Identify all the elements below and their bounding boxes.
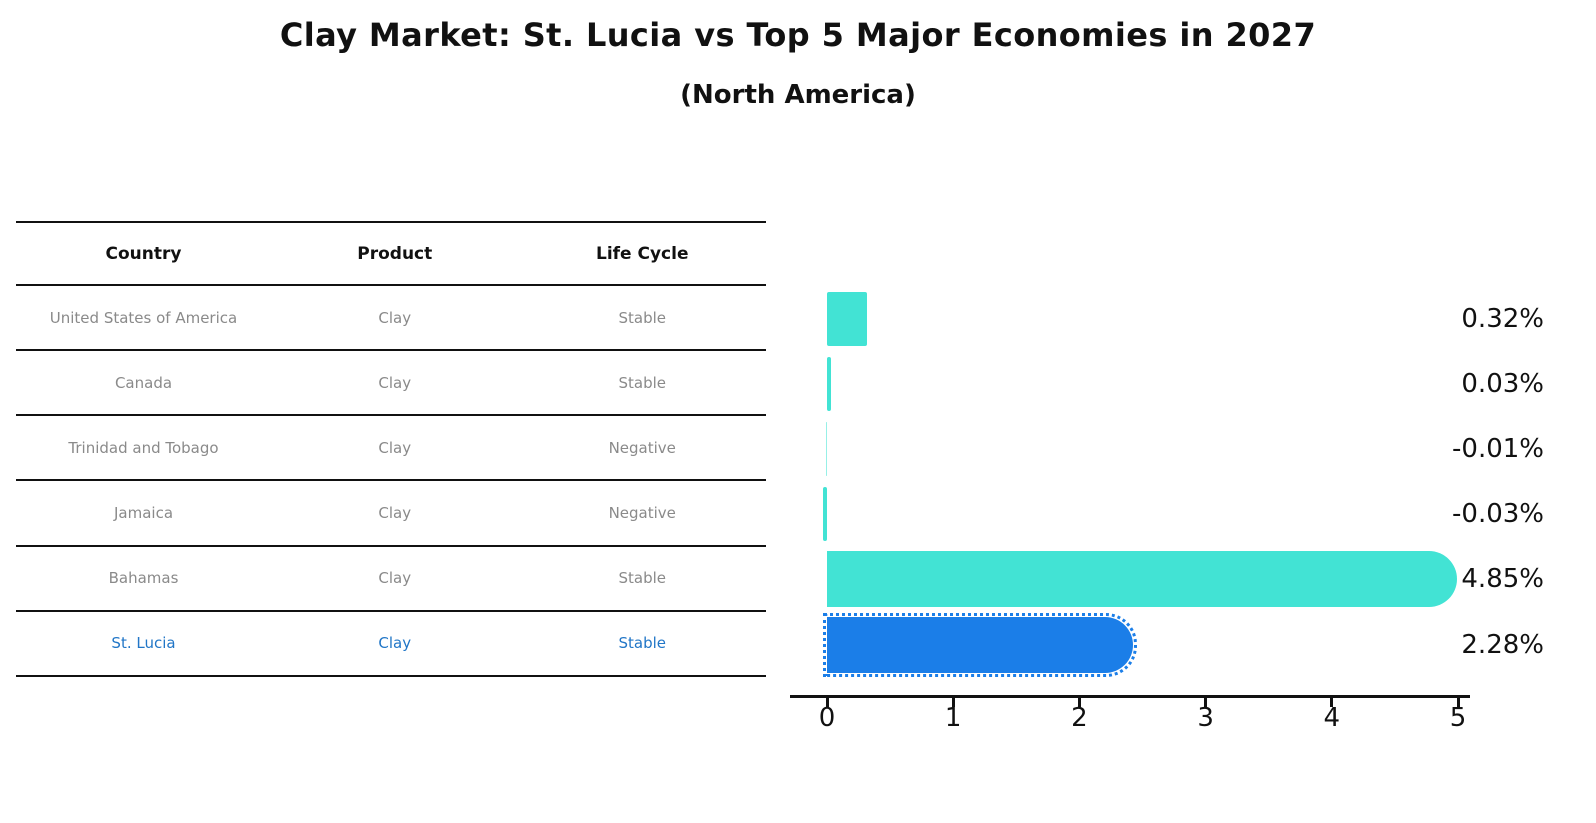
table-cell-country: St. Lucia [111, 634, 176, 653]
table-cell-life-cycle: Stable [618, 569, 666, 588]
table-cell-product: Clay [378, 504, 412, 523]
table-cell-life-cycle: Negative [608, 504, 676, 523]
x-tick-label: 1 [944, 703, 962, 733]
table-row: United States of America Clay Stable [16, 286, 766, 352]
x-tick-label: 2 [1071, 703, 1088, 733]
table-cell-country: Bahamas [108, 569, 179, 588]
table-cell-product: Clay [378, 569, 412, 588]
table-row: Jamaica Clay Negative [16, 481, 766, 547]
bar-st-lucia [823, 612, 1137, 677]
x-tick [951, 698, 955, 707]
table-cell-product: Clay [378, 438, 412, 457]
country-table: Country Product Life Cycle United States… [16, 221, 766, 677]
bar-jamaica [823, 487, 827, 542]
x-tick-label: 5 [1449, 703, 1467, 733]
table-header-product: Product [357, 243, 433, 264]
bar-canada [827, 356, 831, 411]
table-header-life-cycle: Life Cycle [596, 243, 689, 264]
bar-value-label: 0.03% [1461, 368, 1544, 399]
chart-subtitle: (North America) [680, 80, 916, 110]
bar-value-label: -0.01% [1452, 434, 1544, 464]
table-cell-product: Clay [378, 308, 412, 327]
bar-value-label: 4.85% [1461, 564, 1544, 595]
table-row: Bahamas Clay Stable [16, 547, 766, 612]
x-tick-label: 3 [1197, 703, 1214, 733]
bar-value-label: 2.28% [1461, 629, 1544, 660]
table-body: United States of America Clay Stable Canada… [16, 286, 766, 677]
chart-title: Clay Market: St. Lucia vs Top 5 Major Ec… [279, 16, 1317, 54]
table-cell-country: United States of America [49, 308, 238, 327]
x-tick-label: 4 [1323, 703, 1341, 733]
x-axis [790, 695, 1470, 698]
bar-trinidad-and-tobago [825, 422, 827, 476]
table-cell-product: Clay [378, 634, 412, 653]
table-row: St. Lucia Clay Stable [16, 612, 766, 677]
table-cell-country: Trinidad and Tobago [68, 438, 219, 457]
table-row: Trinidad and Tobago Clay Negative [16, 416, 766, 482]
table-cell-product: Clay [378, 373, 412, 392]
table-header-country: Country [105, 243, 182, 264]
x-tick [1077, 698, 1081, 707]
table-cell-country: Jamaica [113, 504, 174, 523]
table-row: Canada Clay Stable [16, 351, 766, 417]
bar-bahamas [827, 551, 1458, 608]
table-header-row: Country Product Life Cycle [16, 221, 766, 286]
table-cell-life-cycle: Stable [618, 373, 666, 392]
bar-united-states-of-america [827, 291, 868, 346]
bar-value-label: -0.03% [1452, 499, 1544, 530]
x-tick [1330, 698, 1334, 707]
bar-value-label: 0.32% [1461, 303, 1544, 334]
table-cell-country: Canada [114, 373, 173, 392]
table-cell-life-cycle: Stable [618, 308, 666, 327]
x-tick [1456, 698, 1460, 707]
x-tick-label: 0 [818, 703, 836, 733]
table-cell-life-cycle: Stable [618, 634, 666, 653]
table-cell-life-cycle: Negative [608, 438, 676, 457]
x-tick [1204, 698, 1208, 707]
x-tick [825, 698, 829, 707]
